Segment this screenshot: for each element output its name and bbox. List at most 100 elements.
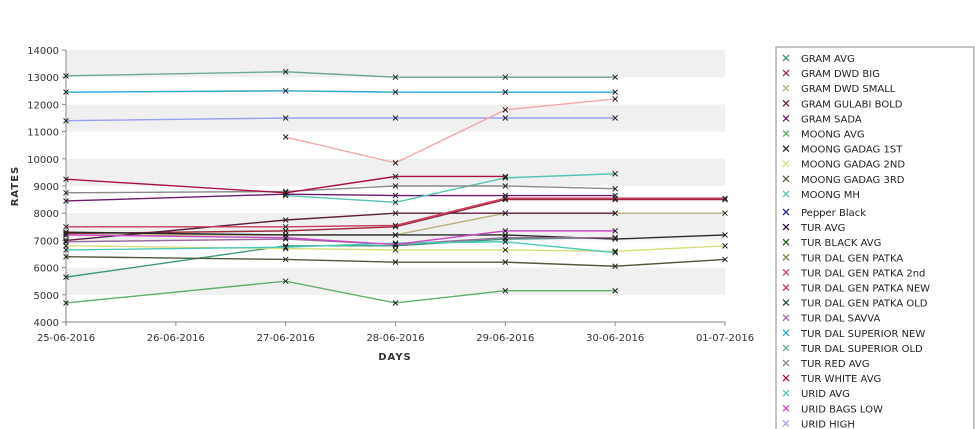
legend-label: TUR DAL GEN PATKA 2nd <box>800 268 925 279</box>
data-point-marker <box>722 195 728 202</box>
data-point-marker <box>502 115 509 121</box>
legend-item: URID AVG <box>782 389 850 400</box>
y-tick-label: 11000 <box>27 128 59 139</box>
legend-item: GRAM SADA <box>782 114 862 125</box>
legend-label: GRAM DWD BIG <box>801 69 880 80</box>
data-point-marker <box>282 87 289 94</box>
legend-label: MOONG AVG <box>801 130 865 141</box>
legend-item: MOONG GADAG 3RD <box>782 175 905 186</box>
legend-marker <box>782 190 790 198</box>
series-group <box>63 87 619 96</box>
legend-item: Pepper Black <box>782 208 866 219</box>
grid-band <box>66 267 725 295</box>
legend-marker <box>782 54 790 62</box>
data-point-marker <box>392 115 399 121</box>
legend: GRAM AVG GRAM DWD BIG GRAM DWD SMALL GRAM G… <box>775 46 975 429</box>
legend-label: TUR RED AVG <box>800 359 870 370</box>
data-point-marker <box>502 259 509 266</box>
legend-marker <box>782 299 790 307</box>
x-tick-label: 28-06-2016 <box>366 333 424 344</box>
data-point-marker <box>612 228 619 234</box>
data-point-marker <box>612 170 619 177</box>
data-point-marker <box>502 234 509 241</box>
series-group <box>282 170 619 206</box>
data-point-marker <box>502 247 509 253</box>
series-group <box>63 278 619 306</box>
legend-item: MOONG GADAG 2ND <box>782 160 905 171</box>
legend-item: GRAM DWD BIG <box>782 69 880 80</box>
legend-item: TUR DAL SAVVA <box>782 314 880 325</box>
legend-marker <box>782 130 790 137</box>
data-point-marker <box>282 134 289 140</box>
data-point-marker <box>612 249 619 256</box>
data-point-marker <box>722 256 728 263</box>
legend-marker <box>782 374 790 382</box>
legend-label: MOONG GADAG 3RD <box>801 175 905 186</box>
data-point-marker <box>282 234 289 241</box>
x-tick-label: 29-06-2016 <box>476 333 534 344</box>
legend-marker <box>782 419 790 427</box>
data-point-marker <box>392 232 399 238</box>
y-tick-label: 4000 <box>34 318 59 329</box>
data-point-marker <box>612 195 619 202</box>
series-group <box>63 173 509 196</box>
legend-item: MOONG MH <box>782 190 860 201</box>
legend-label: TUR BLACK AVG <box>800 238 881 249</box>
x-tick-label: 30-06-2016 <box>586 333 644 344</box>
data-point-marker <box>282 278 289 285</box>
legend-label: MOONG GADAG 2ND <box>801 160 905 171</box>
legend-label: MOONG MH <box>801 190 860 201</box>
y-axis-label: RATES <box>10 166 21 207</box>
data-point-marker <box>612 210 619 217</box>
data-point-marker <box>63 117 69 124</box>
legend-label: Pepper Black <box>801 208 866 219</box>
data-point-marker <box>63 89 69 96</box>
legend-label: URID BAGS LOW <box>801 404 883 415</box>
data-point-marker <box>722 242 728 249</box>
series-line <box>65 231 726 240</box>
data-point-marker <box>392 222 399 229</box>
legend-label: TUR AVG <box>800 223 845 234</box>
legend-marker <box>782 160 790 168</box>
legend-marker <box>782 69 790 77</box>
data-point-marker <box>63 232 69 238</box>
legend-item: GRAM AVG <box>782 54 855 65</box>
data-point-marker <box>392 241 399 248</box>
data-point-marker <box>502 74 509 81</box>
data-point-marker <box>502 195 509 202</box>
legend-label: TUR DAL SUPERIOR OLD <box>800 344 923 355</box>
series-line <box>285 98 616 164</box>
legend-marker <box>782 389 790 397</box>
legend-item: TUR WHITE AVG <box>782 374 881 385</box>
legend-label: TUR DAL SAVVA <box>800 314 880 325</box>
legend-marker <box>782 344 790 352</box>
legend-marker <box>782 253 790 261</box>
data-point-marker <box>722 232 728 238</box>
legend-marker <box>782 99 790 107</box>
x-tick-label: 26-06-2016 <box>147 333 205 344</box>
data-point-marker <box>282 189 289 196</box>
series-group <box>63 253 728 270</box>
legend-label: TUR DAL GEN PATKA <box>800 253 903 264</box>
data-point-marker <box>282 244 289 251</box>
y-tick-label: 6000 <box>34 264 59 275</box>
data-point-marker <box>282 228 289 234</box>
grid-band <box>66 294 725 322</box>
legend-item: TUR DAL GEN PATKA OLD <box>782 299 928 310</box>
data-point-marker <box>502 287 509 294</box>
legend-item: URID HIGH <box>782 419 855 429</box>
data-point-marker <box>392 183 399 189</box>
y-tick-label: 9000 <box>34 182 59 193</box>
x-tick-label: 01-07-2016 <box>696 333 754 344</box>
legend-item: MOONG GADAG 1ST <box>782 145 903 156</box>
data-point-marker <box>63 253 69 260</box>
data-point-marker <box>502 106 509 113</box>
x-tick-label: 25-06-2016 <box>37 333 95 344</box>
legend-label: GRAM GULABI BOLD <box>801 99 903 110</box>
data-point-marker <box>612 96 619 102</box>
data-point-marker <box>282 115 289 121</box>
legend-marker <box>782 329 790 337</box>
legend-item: TUR DAL GEN PATKA NEW <box>782 284 930 295</box>
data-point-marker <box>392 89 399 96</box>
